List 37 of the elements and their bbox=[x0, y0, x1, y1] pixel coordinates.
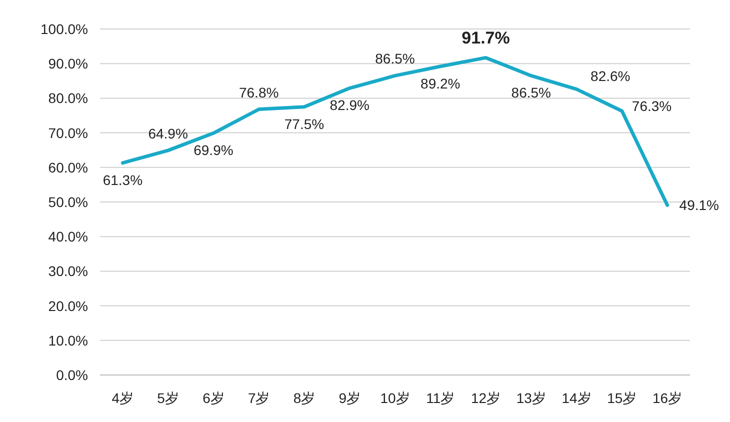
data-label: 91.7% bbox=[462, 28, 510, 48]
x-tick-label: 12岁 bbox=[470, 390, 501, 406]
data-label: 82.9% bbox=[330, 97, 370, 114]
y-tick-label: 80.0% bbox=[48, 90, 88, 106]
data-label: 76.8% bbox=[238, 84, 279, 100]
x-tick-label: 5岁 bbox=[157, 390, 179, 406]
data-label: 76.3% bbox=[632, 98, 672, 114]
x-tick-label: 13岁 bbox=[516, 390, 546, 406]
y-tick-label: 20.0% bbox=[48, 298, 88, 314]
data-label: 86.5% bbox=[375, 50, 415, 67]
y-tick-label: 0.0% bbox=[56, 367, 88, 383]
x-tick-label: 9岁 bbox=[338, 390, 361, 406]
y-tick-label: 40.0% bbox=[48, 228, 88, 245]
x-tick-label: 14岁 bbox=[562, 390, 592, 406]
data-label: 82.6% bbox=[590, 68, 630, 84]
y-tick-label: 60.0% bbox=[48, 159, 88, 176]
x-tick-label: 11岁 bbox=[426, 390, 455, 406]
y-tick-label: 90.0% bbox=[48, 56, 88, 72]
x-tick-label: 15岁 bbox=[607, 390, 637, 406]
y-tick-label: 70.0% bbox=[48, 124, 88, 141]
data-label: 89.2% bbox=[420, 75, 460, 92]
data-label: 61.3% bbox=[102, 172, 143, 188]
x-tick-label: 8岁 bbox=[293, 390, 316, 406]
y-tick-label: 50.0% bbox=[48, 194, 88, 210]
x-tick-label: 16岁 bbox=[652, 390, 682, 406]
x-tick-label: 6岁 bbox=[202, 390, 224, 406]
data-label: 69.9% bbox=[194, 142, 234, 158]
data-label: 86.5% bbox=[511, 84, 552, 101]
data-label: 64.9% bbox=[148, 125, 188, 142]
y-tick-label: 100.0% bbox=[40, 21, 88, 37]
x-tick-label: 4岁 bbox=[112, 390, 134, 406]
x-tick-label: 10岁 bbox=[380, 390, 410, 406]
data-label: 49.1% bbox=[679, 197, 720, 214]
data-label: 77.5% bbox=[284, 116, 324, 132]
y-tick-label: 30.0% bbox=[48, 263, 88, 280]
y-tick-label: 10.0% bbox=[48, 332, 88, 348]
x-tick-label: 7岁 bbox=[248, 390, 270, 406]
